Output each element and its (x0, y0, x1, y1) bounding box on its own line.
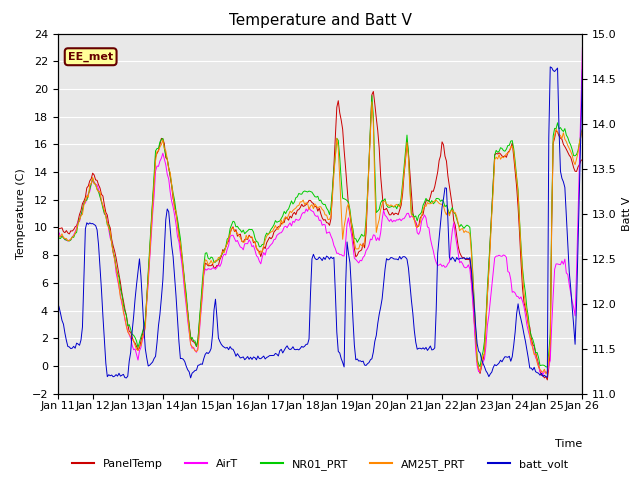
AirT (54, 230, 61, 236)
Line: AirT: AirT (58, 48, 582, 374)
AirT (539, 372, 547, 377)
AirT (237, 244, 244, 250)
AM25T_PRT (368, 99, 376, 105)
Legend: PanelTemp, AirT, NR01_PRT, AM25T_PRT, batt_volt: PanelTemp, AirT, NR01_PRT, AM25T_PRT, ba… (68, 455, 572, 474)
NR01_PRT (237, 227, 244, 233)
batt_volt (238, 355, 246, 360)
AirT (551, 266, 559, 272)
PanelTemp (54, 224, 61, 229)
AirT (118, 301, 126, 307)
AirT (228, 232, 236, 238)
AirT (284, 225, 291, 230)
AM25T_PRT (54, 232, 61, 238)
PanelTemp (284, 216, 291, 221)
Title: Temperature and Batt V: Temperature and Batt V (228, 13, 412, 28)
Text: Time: Time (555, 439, 582, 449)
NR01_PRT (543, 364, 551, 370)
Line: NR01_PRT: NR01_PRT (58, 96, 582, 367)
NR01_PRT (552, 126, 560, 132)
AM25T_PRT (284, 216, 291, 222)
batt_volt (229, 347, 237, 352)
Text: EE_met: EE_met (68, 51, 113, 62)
Y-axis label: Temperature (C): Temperature (C) (16, 168, 26, 259)
NR01_PRT (118, 292, 126, 298)
PanelTemp (369, 89, 377, 95)
batt_volt (552, 67, 560, 72)
PanelTemp (552, 128, 560, 133)
AirT (579, 45, 586, 50)
batt_volt (54, 300, 61, 306)
batt_volt (212, 296, 220, 302)
batt_volt (122, 375, 130, 381)
NR01_PRT (368, 93, 376, 98)
batt_volt (547, 64, 554, 70)
AM25T_PRT (542, 371, 550, 377)
Line: PanelTemp: PanelTemp (58, 92, 582, 380)
NR01_PRT (54, 231, 61, 237)
PanelTemp (228, 226, 236, 232)
AM25T_PRT (210, 260, 218, 265)
batt_volt (118, 372, 126, 378)
AM25T_PRT (228, 225, 236, 231)
AM25T_PRT (552, 126, 560, 132)
NR01_PRT (210, 259, 218, 265)
Line: AM25T_PRT: AM25T_PRT (58, 102, 582, 374)
NR01_PRT (579, 126, 586, 132)
Y-axis label: Batt V: Batt V (623, 196, 632, 231)
PanelTemp (118, 290, 126, 296)
batt_volt (285, 346, 292, 351)
AirT (210, 265, 218, 271)
PanelTemp (210, 265, 218, 271)
Line: batt_volt: batt_volt (58, 67, 582, 378)
AM25T_PRT (237, 235, 244, 240)
NR01_PRT (228, 222, 236, 228)
NR01_PRT (284, 207, 291, 213)
batt_volt (579, 67, 586, 72)
AM25T_PRT (118, 298, 126, 303)
AM25T_PRT (579, 126, 586, 132)
PanelTemp (237, 231, 244, 237)
PanelTemp (579, 156, 586, 162)
PanelTemp (543, 377, 551, 383)
